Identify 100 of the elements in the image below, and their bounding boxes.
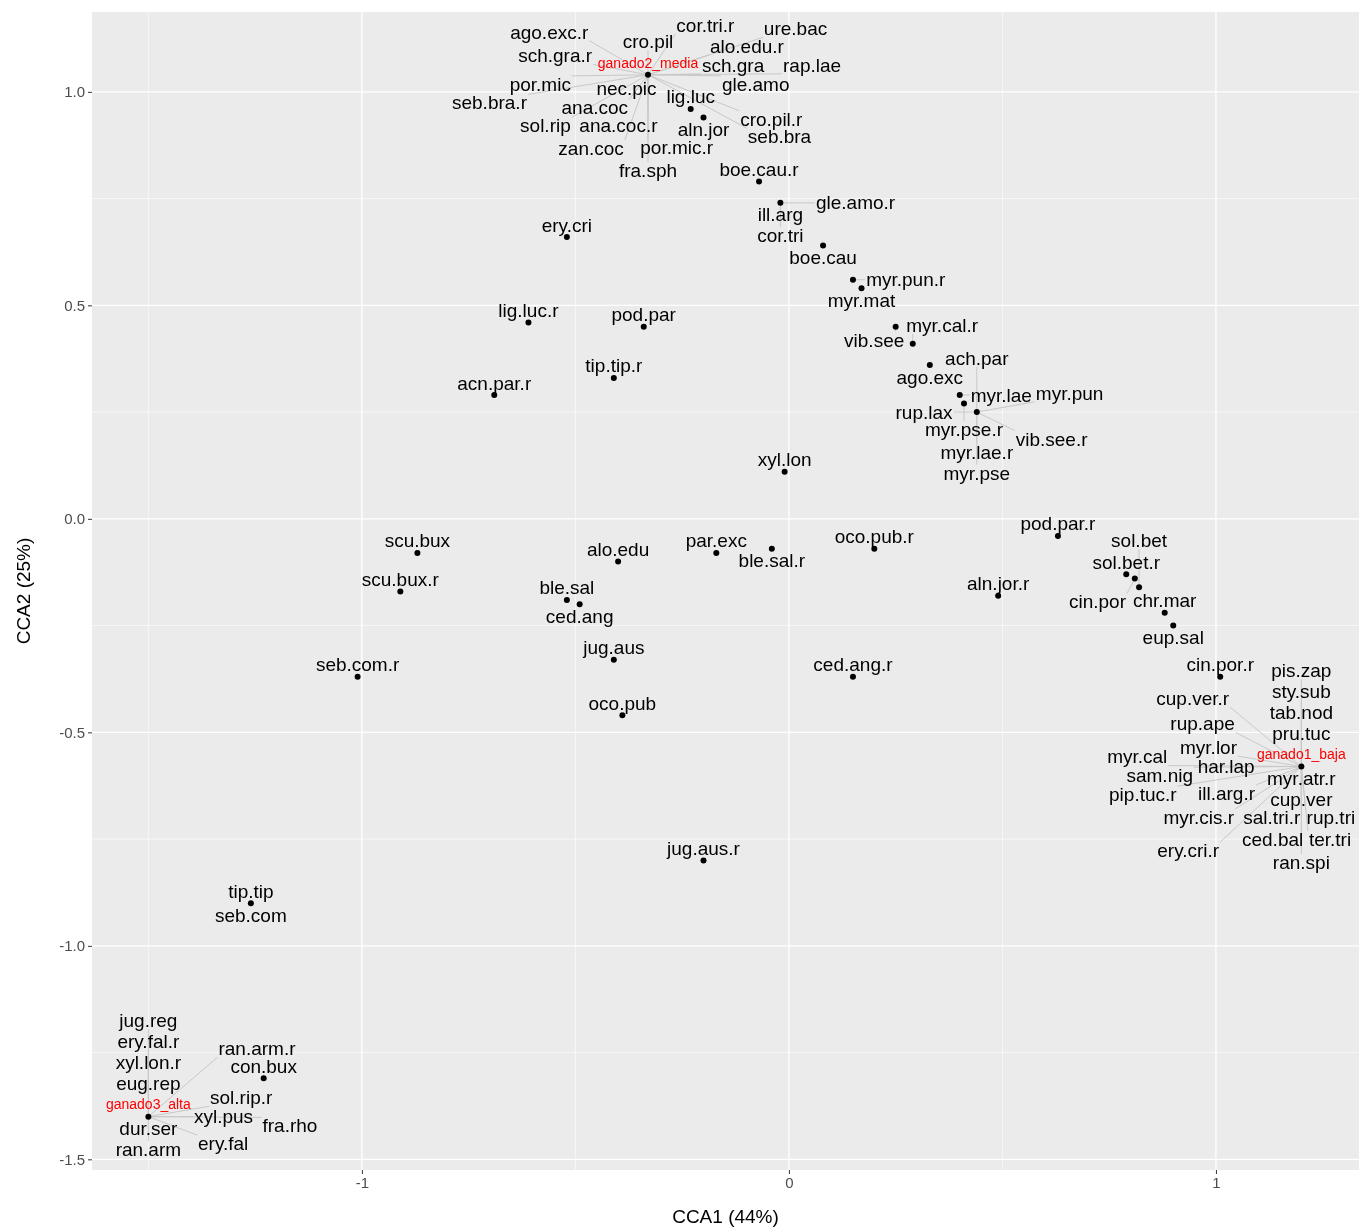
point [576,601,583,608]
y-tick-label: -1.5 [59,1150,85,1168]
point [956,392,963,399]
annotation: myr.pse [943,462,1011,484]
annotation: myr.mat [827,289,897,311]
annotation: ago.exc.r [510,21,589,43]
annotation: cin.por.r [1186,654,1255,676]
annotation: eug.rep [116,1073,181,1095]
point [1298,763,1305,770]
annotation: gle.amo.r [815,192,896,214]
annotation: myr.cis.r [1163,807,1235,829]
point [260,1075,267,1082]
point [961,400,967,407]
point [768,545,775,552]
annotation: myr.pun [1035,382,1104,404]
annotation: sol.bet.r [1092,551,1161,573]
annotation: rap.lae [783,54,842,76]
annotation: ganado3_alta [105,1096,192,1113]
annotation: ced.bal [1241,828,1304,850]
point [1170,622,1177,629]
annotation: ced.ang.r [813,654,894,676]
point [1161,609,1168,616]
annotation: jug.aus [582,637,645,659]
y-tick-label: 0.0 [64,510,85,528]
annotation: sol.rip.r [210,1087,273,1109]
annotation: ran.spi [1272,851,1330,873]
annotation: myr.lor [1180,737,1238,759]
annotation: cor.tri [757,225,804,247]
x-tick-label: 1 [1212,1173,1221,1191]
annotation: pod.par.r [1020,513,1097,535]
annotation: chr.mar [1133,590,1198,612]
point [858,285,865,292]
y-tick-label: -1.0 [59,937,85,955]
annotation: nec.pic [596,77,657,99]
annotation: ble.sal.r [738,550,806,572]
point [700,114,707,121]
annotation: tip.tip.r [585,355,644,377]
annotation: myr.cal [1107,746,1168,768]
annotation: lig.luc.r [498,299,560,321]
x-tick-label: 0 [785,1173,794,1191]
annotation: ill.arg.r [1198,782,1256,804]
annotation: myr.lae.r [940,441,1014,463]
annotation: vib.see [844,329,905,351]
y-tick-label: 1.0 [64,83,85,101]
annotation: fra.rho [262,1115,318,1137]
point [1131,575,1138,582]
annotation: ran.arm [115,1139,182,1161]
point [563,596,570,603]
y-tick-label: -0.5 [59,723,85,741]
point [1123,571,1130,578]
annotation: ill.arg [757,204,804,226]
y-axis-title: CCA2 (25%) [13,537,34,645]
annotation: pip.tuc.r [1109,784,1178,806]
y-tick-label: 0.5 [64,296,85,314]
annotation: eup.sal [1142,627,1204,649]
point [414,550,421,556]
annotation: dur.ser [119,1118,179,1140]
annotation: rup.ape [1170,713,1235,735]
annotation: aln.jor [677,118,731,140]
annotation: ganado2_media [597,54,699,71]
annotation: ach.par [945,347,1010,369]
annotation: ter.tri [1308,828,1352,850]
point [909,340,916,347]
point [145,1113,152,1120]
point [1136,584,1143,591]
annotation: cro.pil [622,31,674,53]
annotation: pod.par [611,304,677,326]
annotation: tab.nod [1269,701,1334,723]
annotation: myr.cal.r [906,314,979,336]
annotation: par.exc [685,530,747,552]
annotation: cor.tri.r [676,14,736,36]
annotation: sch.gra.r [518,45,593,67]
annotation: cin.por [1068,591,1127,613]
annotation: cup.ver.r [1156,688,1230,710]
annotation: seb.com.r [315,654,400,676]
annotation: scu.bux [384,530,451,552]
annotation: oco.pub [588,692,657,714]
annotation: ced.ang [545,605,614,627]
annotation: xyl.lon [757,449,812,471]
point [756,178,763,185]
annotation: alo.edu [586,539,650,561]
annotation: ery.cri [541,214,593,236]
annotation: jug.reg [118,1010,178,1032]
point [820,242,827,249]
annotation: myr.atr.r [1267,767,1337,789]
point [973,409,980,416]
annotation: pis.zap [1271,659,1332,681]
point [615,558,622,565]
annotation: aln.jor.r [967,573,1030,595]
annotation: ganado1_baja [1256,746,1346,763]
annotation: vib.see.r [1015,428,1089,450]
x-tick-label: -1 [355,1173,370,1191]
annotation: jug.aus.r [666,837,741,859]
annotation: ery.fal [198,1133,249,1155]
annotation: cro.pil.r [740,108,804,130]
annotation: myr.lae [970,384,1032,406]
point [849,276,856,283]
annotation: boe.cau.r [719,159,800,181]
annotation: ago.exc [896,366,964,388]
annotation: zan.coc [558,138,624,160]
